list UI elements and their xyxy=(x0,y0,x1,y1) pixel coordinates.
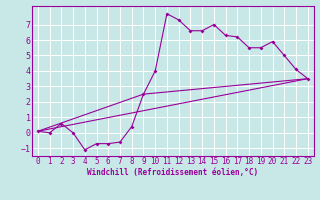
X-axis label: Windchill (Refroidissement éolien,°C): Windchill (Refroidissement éolien,°C) xyxy=(87,168,258,177)
